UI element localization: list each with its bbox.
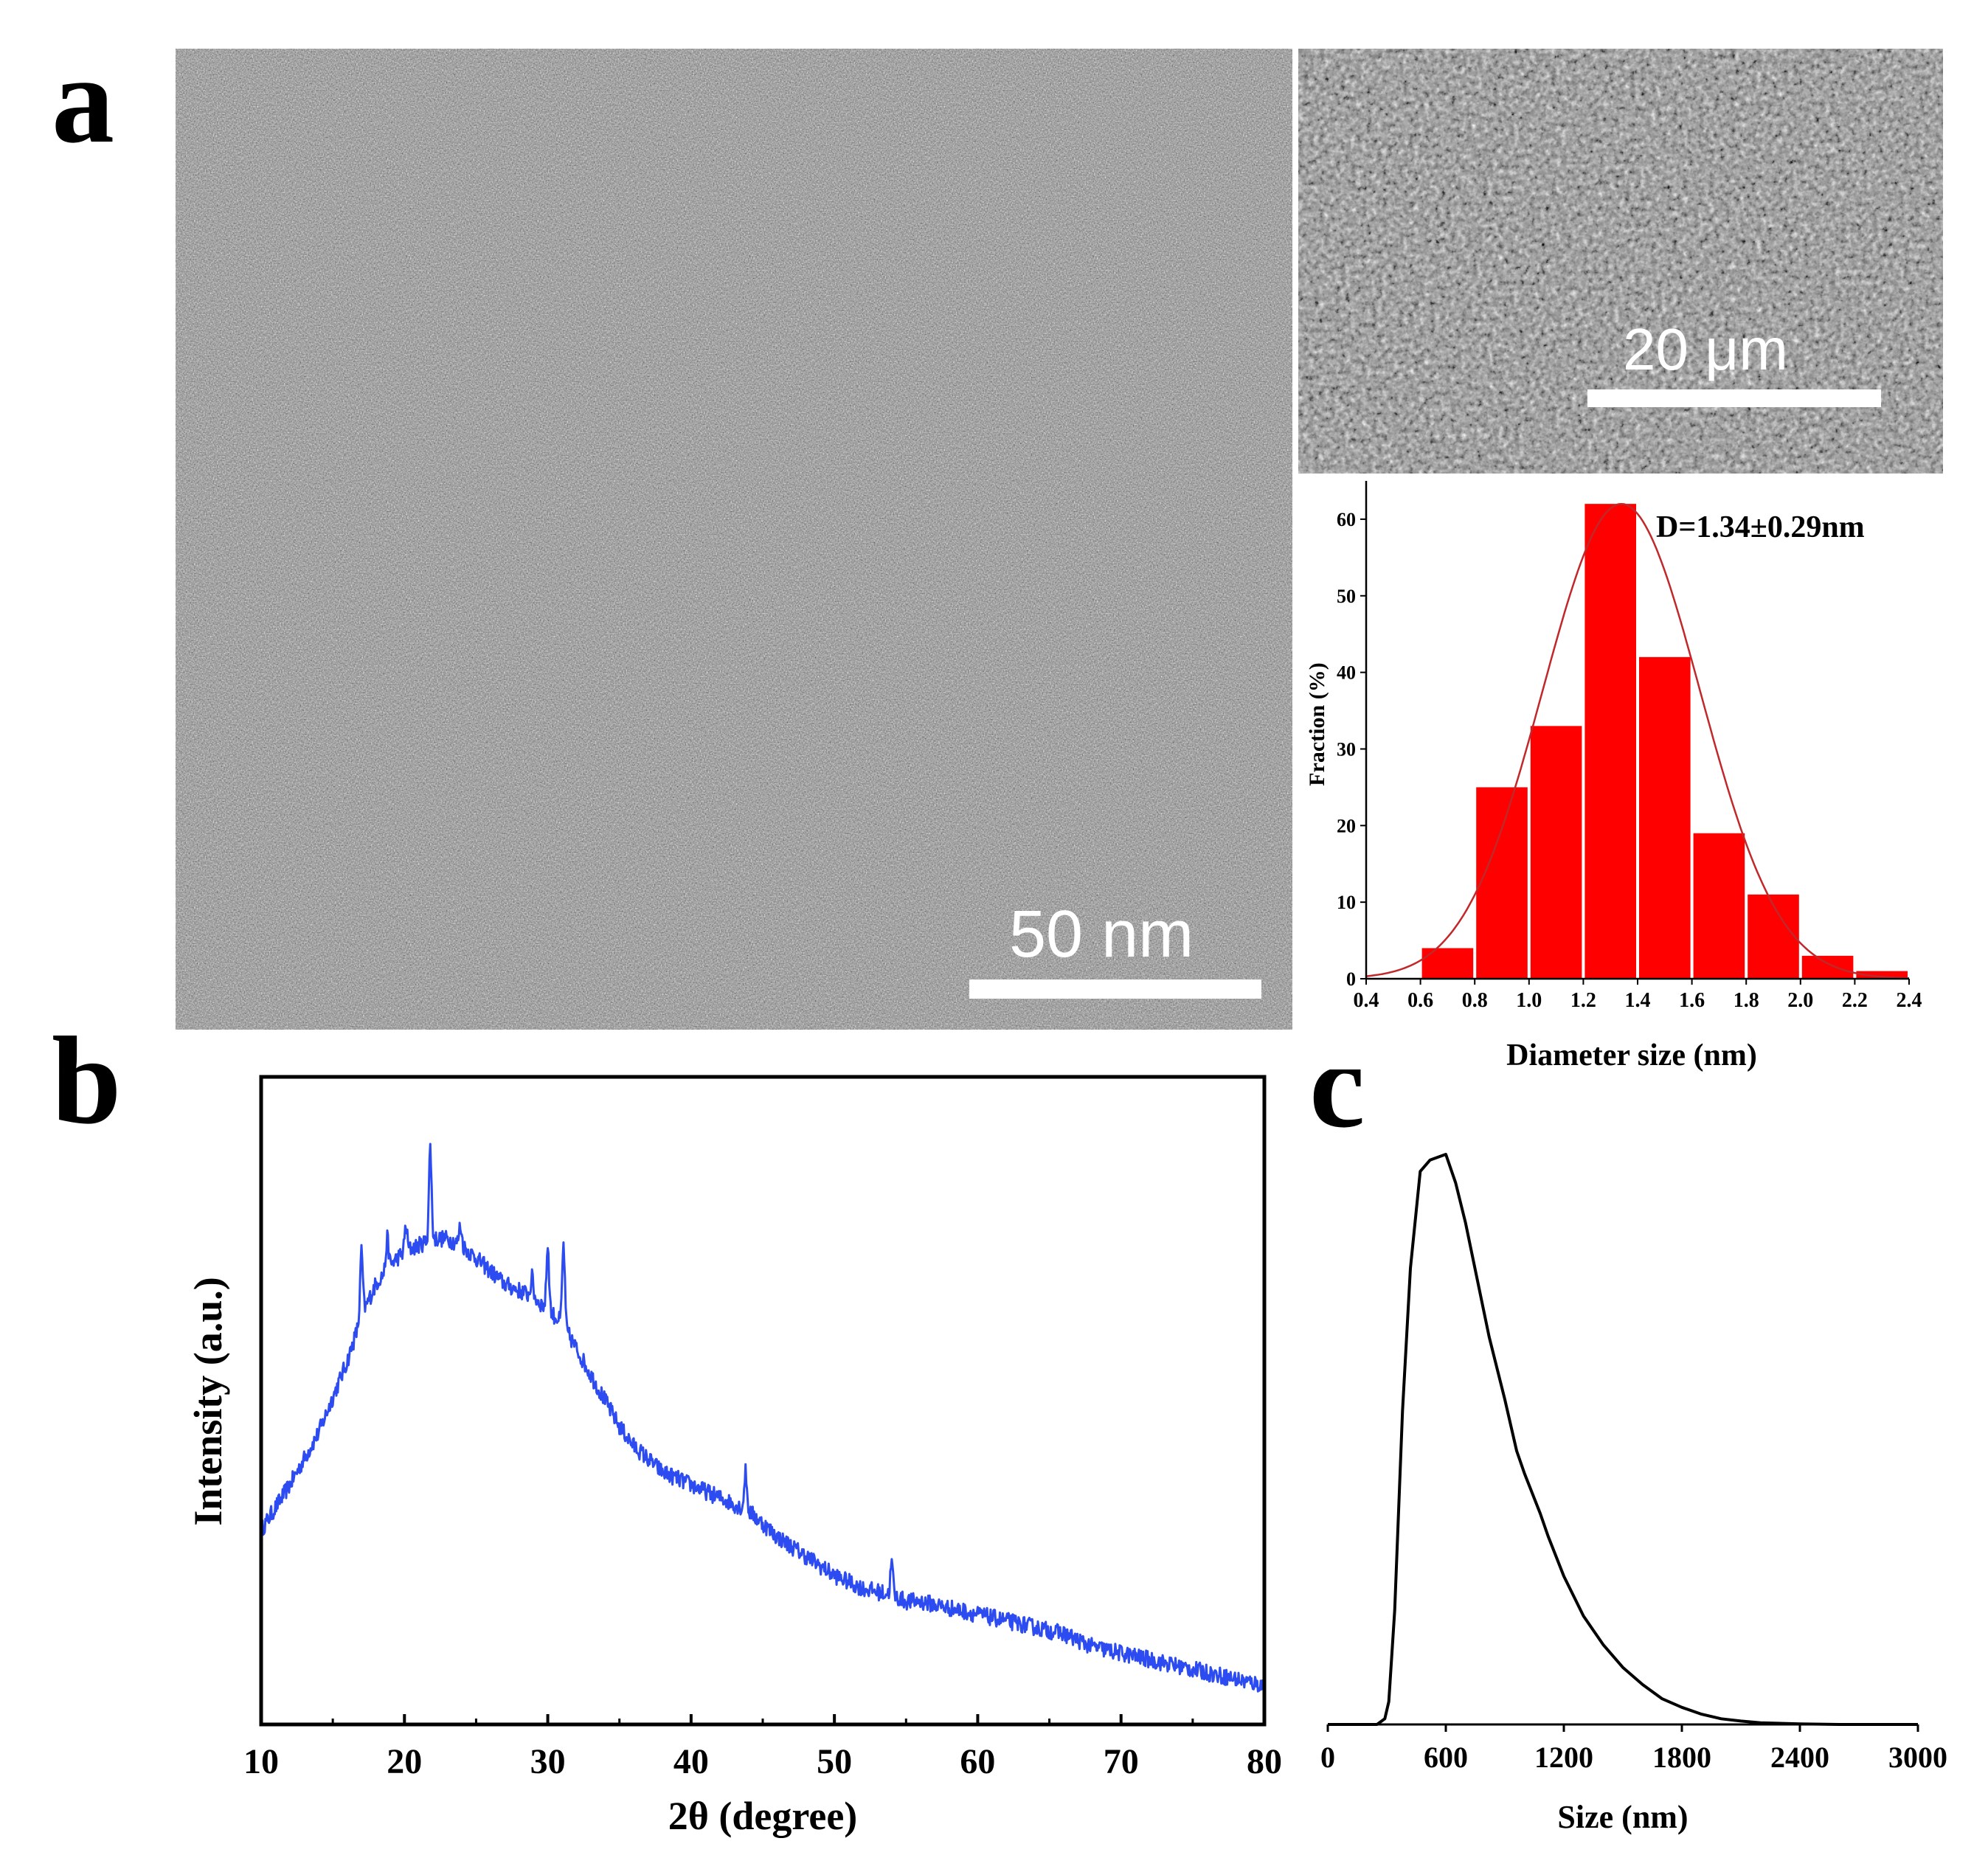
histogram-chart: 0.4 0.6 0.8 1.0 1.2 1.4 1.6 1.8 2.0 2.2 2.4 0 10 20 30… — [1298, 474, 1943, 1072]
histogram-x-tick-label: 0.8 — [1462, 989, 1488, 1012]
histogram-annotation: D=1.34±0.29nm — [1656, 510, 1865, 544]
histogram-x-tick-label: 0.4 — [1354, 989, 1379, 1012]
histogram-x-tick-label: 1.4 — [1625, 989, 1651, 1012]
histogram-x-tick-label: 2.4 — [1897, 989, 1922, 1012]
histogram-x-label: Diameter size (nm) — [1506, 1039, 1757, 1072]
xrd-x-tick-label: 70 — [1104, 1742, 1139, 1781]
inset-micrograph: 20 μm — [1298, 49, 1943, 474]
xrd-chart: 10 20 30 40 50 60 70 80 2θ (degree) Intensity (… — [186, 1075, 1282, 1838]
histogram-y-label: Fraction (%) — [1305, 662, 1329, 786]
histogram-bar-7 — [1748, 894, 1799, 979]
histogram-x-tick-label: 2.2 — [1842, 989, 1868, 1012]
xrd-series-line — [260, 1143, 1266, 1693]
histogram-y-tick-label: 20 — [1337, 815, 1356, 836]
histogram-bar-9 — [1856, 971, 1908, 979]
dls-x-tick-label: 1200 — [1534, 1741, 1593, 1774]
xrd-x-tick-label: 50 — [817, 1742, 852, 1781]
histogram-x-tick-label: 1.6 — [1679, 989, 1705, 1012]
xrd-frame — [259, 1075, 1267, 1727]
histogram-y-tick-label: 50 — [1337, 586, 1356, 607]
xrd-y-label: Intensity (a.u.) — [186, 1277, 230, 1526]
main-scalebar-label: 50 nm — [1009, 898, 1194, 971]
histogram-bar-1 — [1421, 948, 1474, 979]
xrd-x-tick-label: 20 — [387, 1742, 422, 1781]
histogram-y-tick-label: 0 — [1346, 968, 1356, 990]
tem-micrograph: 50 nm — [176, 49, 1292, 1030]
histogram-bar-2 — [1476, 787, 1528, 979]
xrd-x-label: 2θ (degree) — [668, 1794, 858, 1838]
histogram-y-tick-label: 10 — [1337, 892, 1356, 913]
tem-texture — [176, 49, 1292, 1030]
dls-x-tick-label: 2400 — [1770, 1741, 1829, 1774]
histogram-x-tick-label: 1.0 — [1516, 989, 1542, 1012]
histogram-y-tick-label: 60 — [1337, 509, 1356, 530]
dls-x-label: Size (nm) — [1557, 1799, 1688, 1835]
histogram-bar-5 — [1639, 656, 1691, 979]
xrd-x-tick-label: 10 — [243, 1742, 279, 1781]
histogram-y-tick-label: 30 — [1337, 738, 1356, 760]
panel-b-label: b — [52, 1011, 122, 1150]
histogram-bar-6 — [1693, 833, 1745, 979]
inset-scalebar-label: 20 μm — [1623, 316, 1788, 382]
dls-chart: 0 600 1200 1800 2400 3000 Size (nm) — [1320, 1153, 1947, 1835]
panel-a-label: a — [52, 30, 114, 169]
xrd-x-tick-label: 60 — [960, 1742, 995, 1781]
histogram-x-tick-label: 1.8 — [1734, 989, 1759, 1012]
xrd-x-tick-label: 40 — [673, 1742, 709, 1781]
dls-x-tick-label: 0 — [1320, 1741, 1335, 1774]
histogram-x-tick-label: 1.2 — [1570, 989, 1596, 1012]
histogram-y-tick-label: 40 — [1337, 662, 1356, 684]
xrd-x-tick-label: 30 — [530, 1742, 566, 1781]
dls-x-tick-label: 3000 — [1888, 1741, 1947, 1774]
histogram-x-tick-label: 0.6 — [1407, 989, 1433, 1012]
gaussian-fit-curve — [1365, 502, 1910, 979]
histogram-bar-3 — [1530, 726, 1582, 979]
inset-scalebar — [1587, 389, 1881, 407]
histogram-x-tick-label: 2.0 — [1787, 989, 1813, 1012]
dls-x-tick-label: 600 — [1424, 1741, 1468, 1774]
main-scalebar — [969, 979, 1261, 999]
histogram-bar-4 — [1584, 504, 1636, 979]
dls-x-tick-label: 1800 — [1652, 1741, 1711, 1774]
histogram-bar-8 — [1801, 955, 1854, 979]
dls-series-line — [1328, 1153, 1918, 1726]
xrd-x-tick-label: 80 — [1247, 1742, 1282, 1781]
